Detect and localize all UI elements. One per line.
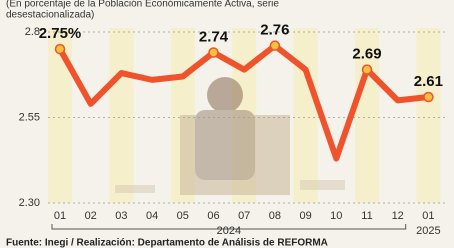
year-label: 2024 xyxy=(217,225,241,237)
value-label: 2.61 xyxy=(414,73,443,90)
value-label: 2.69 xyxy=(352,46,381,63)
chart: (En porcentaje de la Población Económica… xyxy=(0,0,454,248)
subtitle: (En porcentaje de la Población Económica… xyxy=(6,0,279,10)
x-tick-label: 10 xyxy=(330,210,342,222)
marker xyxy=(424,92,433,101)
marker xyxy=(56,45,65,54)
subtitle: desestacionalizada) xyxy=(6,10,94,21)
marker xyxy=(209,48,218,57)
x-tick-label: 01 xyxy=(422,210,434,222)
stripe xyxy=(109,28,133,203)
x-tick-label: 07 xyxy=(238,210,250,222)
x-tick-label: 02 xyxy=(85,210,97,222)
stripe xyxy=(416,28,440,203)
y-tick-label: 2.30 xyxy=(19,197,40,209)
x-tick-label: 08 xyxy=(269,210,281,222)
marker xyxy=(270,41,279,50)
x-tick-label: 03 xyxy=(115,210,127,222)
y-tick-label: 2.8 xyxy=(25,26,40,38)
value-label: 2.76 xyxy=(260,22,289,39)
x-tick-label: 04 xyxy=(146,210,158,222)
x-tick-label: 11 xyxy=(361,210,372,222)
year-label: 2025 xyxy=(416,225,440,237)
x-tick-label: 01 xyxy=(54,210,66,222)
x-tick-label: 05 xyxy=(177,210,189,222)
value-label: 2.75% xyxy=(39,25,82,42)
x-tick-label: 09 xyxy=(299,210,311,222)
x-tick-label: 12 xyxy=(392,210,404,222)
marker xyxy=(363,65,372,74)
value-label: 2.74 xyxy=(199,28,229,45)
stripe xyxy=(294,28,318,203)
source: Fuente: Inegi / Realización: Departament… xyxy=(6,238,328,248)
y-tick-label: 2.55 xyxy=(19,111,40,123)
x-tick-label: 06 xyxy=(207,210,219,222)
